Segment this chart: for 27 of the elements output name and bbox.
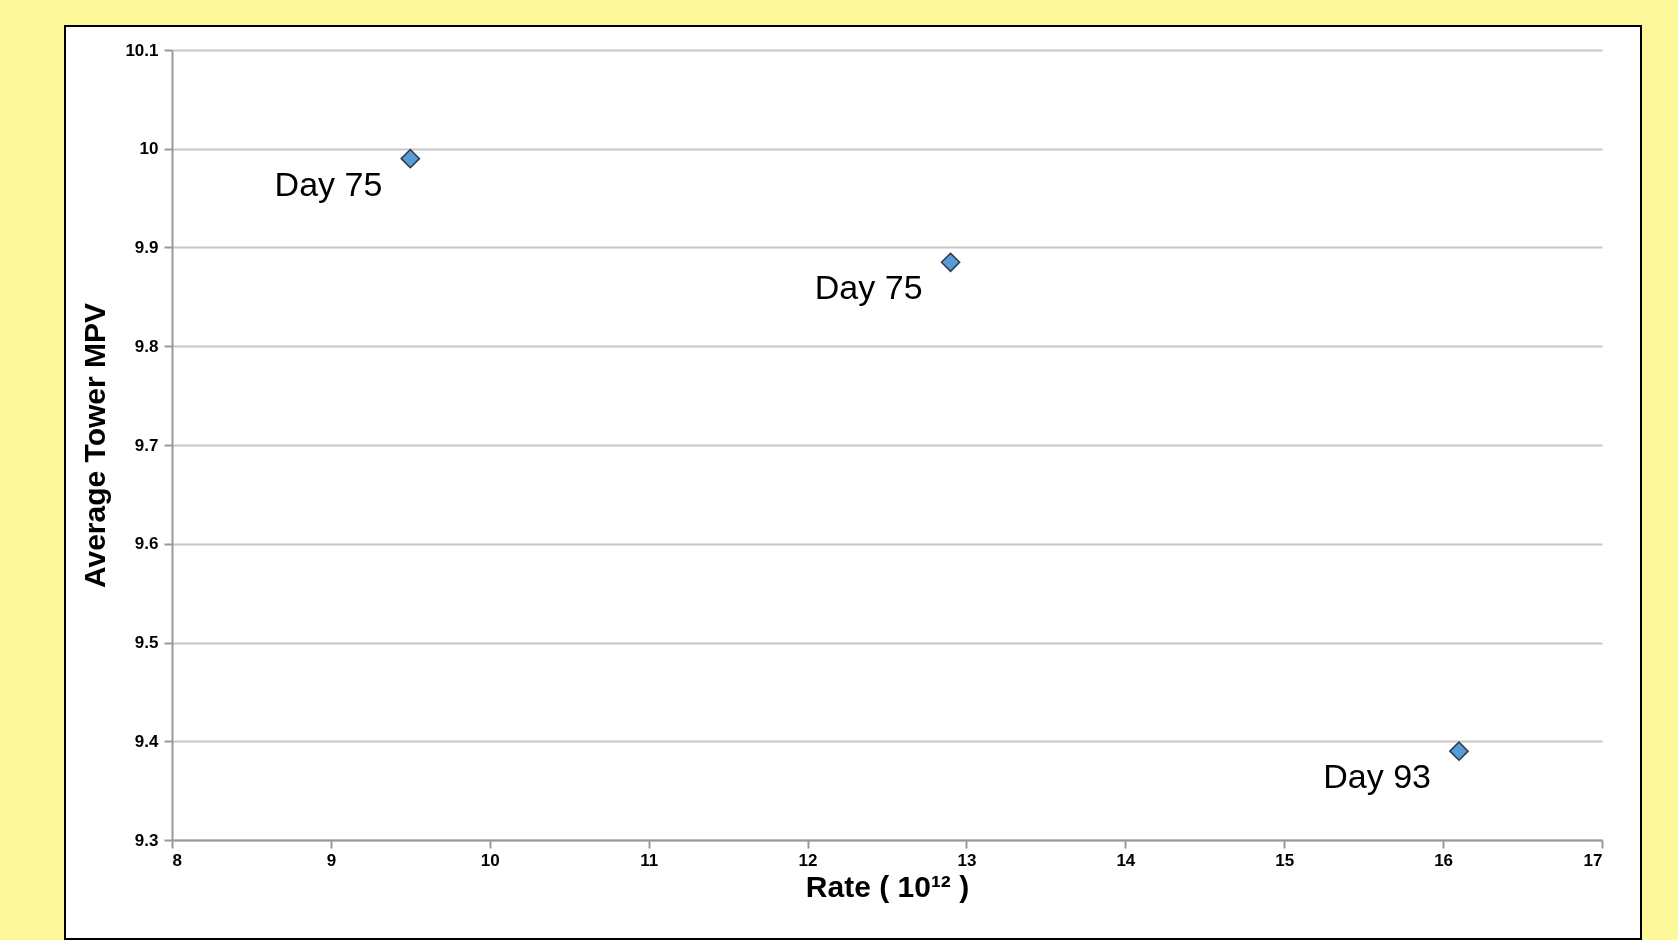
y-tick-label: 9.5 (134, 633, 159, 652)
y-tick-label: 10 (139, 139, 159, 159)
x-tick-label: 14 (1116, 850, 1136, 870)
x-axis-title: Rate ( 10¹² ) (805, 869, 970, 903)
annotation: Day 75 (274, 164, 383, 203)
annotation: Day 93 (1323, 757, 1431, 796)
x-tick-label: 12 (798, 850, 818, 870)
x-tick-label: 15 (1275, 850, 1295, 870)
y-axis-title: Average Tower MPV (78, 302, 112, 589)
y-tick-label: 10.1 (125, 40, 159, 60)
x-tick-label: 9 (326, 850, 337, 870)
y-tick-label: 9.7 (134, 435, 159, 455)
y-tick-label: 9.4 (134, 731, 160, 751)
y-tick-label: 9.6 (134, 534, 159, 554)
x-tick-label: 8 (172, 850, 182, 870)
x-tick-label: 17 (1583, 850, 1603, 870)
point (940, 252, 961, 273)
x-tick-label: 13 (957, 850, 977, 870)
x-tick-label: 11 (640, 850, 659, 870)
y-tick-label: 9.8 (134, 336, 159, 356)
y-tick-label: 9.3 (134, 830, 159, 850)
annotation: Day 75 (814, 268, 923, 307)
x-tick-label: 10 (480, 850, 500, 870)
y-tick-label: 9.9 (134, 238, 159, 257)
x-tick-label: 16 (1434, 850, 1454, 870)
point (1449, 741, 1469, 761)
point (400, 148, 421, 169)
